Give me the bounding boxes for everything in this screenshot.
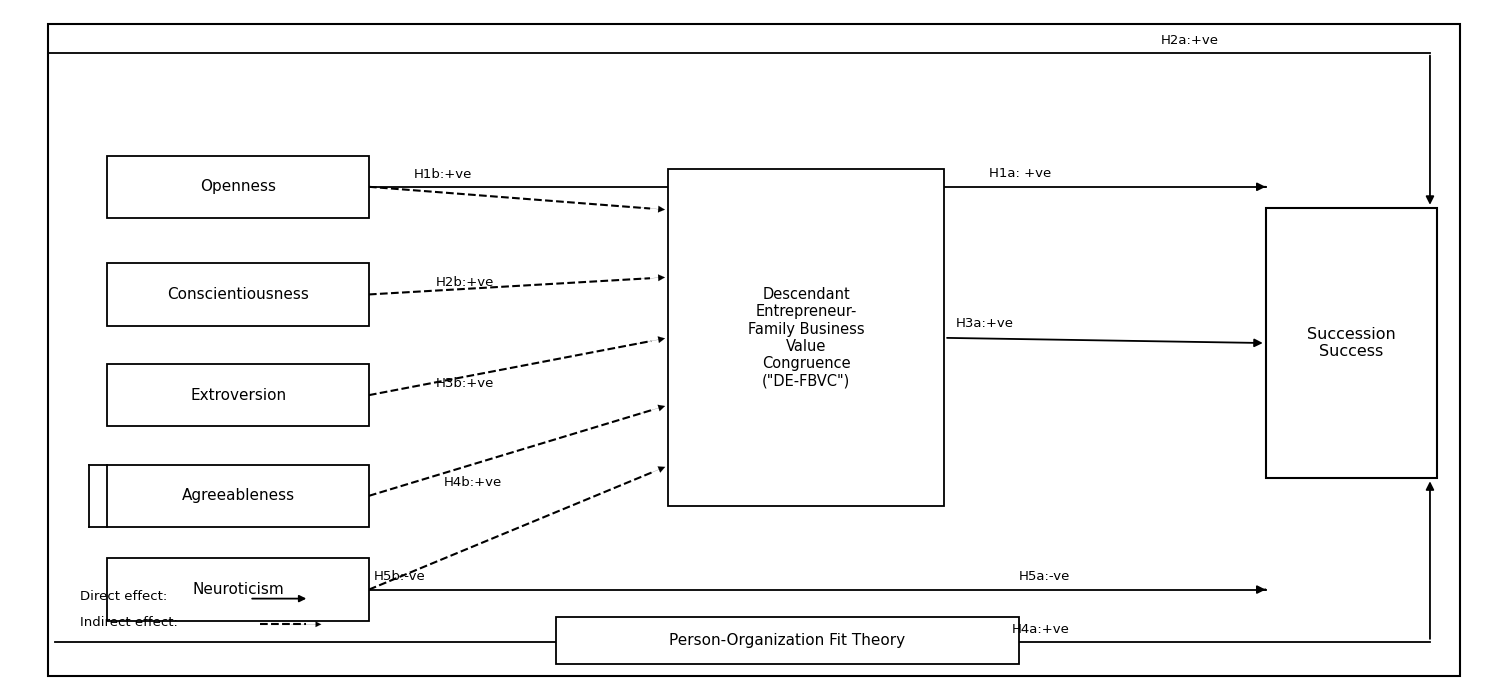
Text: H3b:+ve: H3b:+ve	[436, 377, 495, 390]
FancyBboxPatch shape	[108, 263, 369, 326]
Text: H3a:+ve: H3a:+ve	[956, 316, 1014, 330]
FancyBboxPatch shape	[108, 559, 369, 621]
FancyBboxPatch shape	[108, 364, 369, 426]
FancyBboxPatch shape	[668, 169, 945, 506]
Text: Openness: Openness	[200, 179, 276, 195]
Text: Succession
Success: Succession Success	[1306, 327, 1396, 359]
Text: H2b:+ve: H2b:+ve	[436, 276, 495, 289]
FancyBboxPatch shape	[48, 24, 1460, 676]
Text: Extroversion: Extroversion	[190, 388, 286, 402]
Text: Neuroticism: Neuroticism	[192, 582, 284, 597]
Text: H1b:+ve: H1b:+ve	[414, 168, 472, 181]
Text: H4b:+ve: H4b:+ve	[444, 476, 503, 489]
Text: Person-Organization Fit Theory: Person-Organization Fit Theory	[669, 633, 906, 648]
Text: H2a:+ve: H2a:+ve	[1161, 34, 1220, 47]
FancyBboxPatch shape	[1266, 208, 1437, 479]
Text: H4a:+ve: H4a:+ve	[1011, 623, 1070, 636]
Text: H5b:-ve: H5b:-ve	[374, 570, 424, 582]
Text: Agreeableness: Agreeableness	[182, 489, 294, 503]
FancyBboxPatch shape	[108, 465, 369, 527]
Text: H1a: +ve: H1a: +ve	[988, 167, 1052, 180]
Text: Conscientiousness: Conscientiousness	[166, 287, 309, 302]
Text: Indirect effect:: Indirect effect:	[81, 616, 178, 629]
Text: H5a:-ve: H5a:-ve	[1019, 570, 1071, 582]
Text: Descendant
Entrepreneur-
Family Business
Value
Congruence
("DE-FBVC"): Descendant Entrepreneur- Family Business…	[747, 287, 864, 389]
Text: Direct effect:: Direct effect:	[81, 591, 168, 603]
FancyBboxPatch shape	[108, 155, 369, 218]
FancyBboxPatch shape	[555, 617, 1018, 664]
